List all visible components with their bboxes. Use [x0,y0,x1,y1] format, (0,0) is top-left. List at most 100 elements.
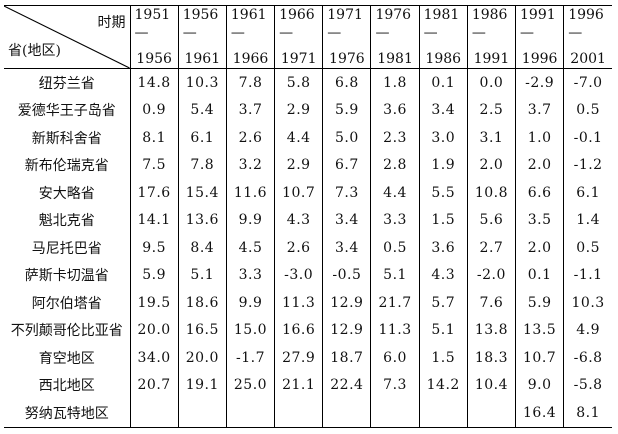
value-cell: 3.7 [515,96,564,124]
value-cell: 7.3 [370,371,420,399]
value-cell: 3.6 [370,96,420,124]
period-header: 1951— 1956 [129,5,179,69]
province-name: 西北地区 [38,378,95,395]
value-cell: 9.0 [515,371,564,399]
value-cell: 3.1 [466,124,516,152]
value-cell: 0.5 [563,96,612,124]
value-cell: 1.9 [418,151,468,179]
value-cell: 15.4 [177,179,227,207]
value-cell: 5.9 [322,96,371,124]
value-cell: -1.1 [563,261,612,289]
period-header: 1956— 1961 [177,5,227,69]
header-row: 时期 省(地区) 1951— 1956 1956— 1961 1961— 1966 1… [4,5,612,69]
value-cell: 7.5 [129,151,179,179]
table-row: 安大略省 17.6 15.4 11.6 10.7 7.3 4.4 5.5 10.8 6.6 6.1 [4,179,612,207]
value-cell: 22.4 [322,371,371,399]
value-cell: 4.5 [225,234,275,262]
value-cell: 18.3 [466,344,516,372]
value-cell: 19.5 [129,289,179,317]
value-cell: 3.3 [225,261,275,289]
province-name: 新斯科舍省 [31,130,102,147]
corner-header: 时期 省(地区) [4,5,131,69]
value-cell: 21.7 [370,289,420,317]
value-cell: 5.9 [129,261,179,289]
value-cell: 7.6 [466,289,516,317]
value-cell: 2.3 [370,124,420,152]
value-cell: 8.4 [177,234,227,262]
value-cell: 6.0 [370,344,420,372]
value-cell: 9.9 [225,289,275,317]
value-cell: -5.8 [563,371,612,399]
value-cell: -0.1 [563,124,612,152]
value-cell: 20.0 [177,344,227,372]
value-cell: 5.0 [322,124,371,152]
value-cell: 4.9 [563,316,612,344]
table-row: 新斯科舍省 8.1 6.1 2.6 4.4 5.0 2.3 3.0 3.1 1.0 -0.1 [4,124,612,152]
value-cell: 6.1 [563,179,612,207]
value-cell: 6.7 [322,151,371,179]
value-cell: 7.8 [177,151,227,179]
value-cell: 20.0 [129,316,179,344]
value-cell: 1.0 [515,124,564,152]
value-cell: 5.1 [370,261,420,289]
period-header: 1971— 1976 [322,5,371,69]
province-name: 萨斯卡切温省 [24,268,109,285]
value-cell [177,399,227,428]
province-name: 不列颠哥伦比亚省 [10,323,123,340]
value-cell: 16.6 [274,316,323,344]
diagonal-divider [4,6,130,68]
value-cell: 13.5 [515,316,564,344]
value-cell: 6.1 [177,124,227,152]
table-row: 萨斯卡切温省 5.9 5.1 3.3 -3.0 -0.5 5.1 4.3 -2.0 0.1 -1.1 [4,261,612,289]
value-cell: 15.0 [225,316,275,344]
value-cell: 17.6 [129,179,179,207]
value-cell: 2.0 [466,151,516,179]
value-cell: 2.5 [466,96,516,124]
value-cell: 7.3 [322,179,371,207]
value-cell: 10.8 [466,179,516,207]
value-cell: 20.7 [129,371,179,399]
value-cell: -1.2 [563,151,612,179]
value-cell: 21.1 [274,371,323,399]
period-header: 1991— 1996 [515,5,564,69]
value-cell: 13.8 [466,316,516,344]
province-name: 纽芬兰省 [38,75,95,92]
value-cell: 6.8 [322,68,371,97]
value-cell [466,399,516,428]
value-cell: 0.0 [466,68,516,97]
table-row: 爱德华王子岛省 0.9 5.4 3.7 2.9 5.9 3.6 3.4 2.5 3.7 0.5 [4,96,612,124]
value-cell: 2.0 [515,234,564,262]
value-cell: 3.0 [418,124,468,152]
period-header: 1961— 1966 [225,5,275,69]
value-cell: 9.9 [225,206,275,234]
value-cell: 1.5 [418,344,468,372]
value-cell: 11.6 [225,179,275,207]
value-cell: 6.6 [515,179,564,207]
period-header: 1981— 1986 [418,5,468,69]
period-header: 1996— 2001 [563,5,612,69]
value-cell: 10.3 [177,68,227,97]
value-cell: -7.0 [563,68,612,97]
period-header: 1976— 1981 [370,5,420,69]
value-cell: 3.4 [322,206,371,234]
value-cell: 5.4 [177,96,227,124]
value-cell: 2.7 [466,234,516,262]
value-cell: 18.6 [177,289,227,317]
value-cell: 3.7 [225,96,275,124]
value-cell: 5.9 [515,289,564,317]
table-row: 魁北克省 14.1 13.6 9.9 4.3 3.4 3.3 1.5 5.6 3.5 1.4 [4,206,612,234]
table-row: 努纳瓦特地区 16.4 8.1 [4,399,612,428]
corner-period-label: 时期 [97,15,126,31]
value-cell: 13.6 [177,206,227,234]
value-cell [129,399,179,428]
population-growth-table: 时期 省(地区) 1951— 1956 1956— 1961 1961— 1966 1… [4,5,612,428]
province-name: 努纳瓦特地区 [4,399,131,428]
value-cell: 14.8 [129,68,179,97]
value-cell: 34.0 [129,344,179,372]
value-cell: 7.8 [225,68,275,97]
value-cell: 11.3 [370,316,420,344]
province-name: 育空地区 [38,350,95,367]
value-cell: 1.8 [370,68,420,97]
table-row: 纽芬兰省 14.8 10.3 7.8 5.8 6.8 1.8 0.1 0.0 -2.9 -7.0 [4,68,612,97]
value-cell: 10.7 [274,179,323,207]
